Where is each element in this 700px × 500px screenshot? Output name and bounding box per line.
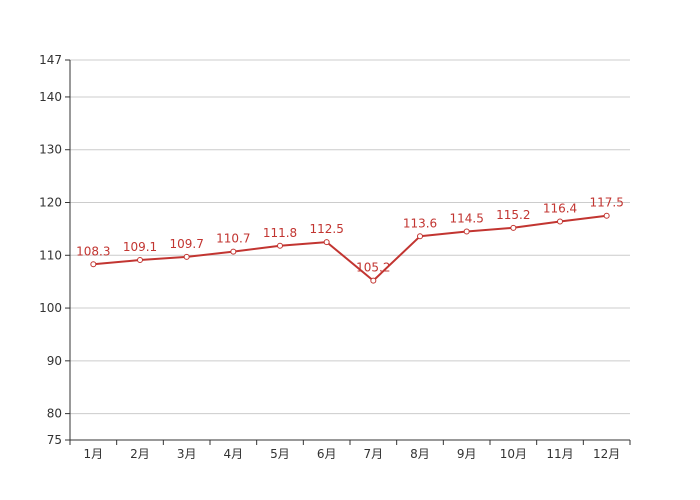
y-tick-label: 80 xyxy=(47,407,62,421)
x-tick-label: 2月 xyxy=(130,447,150,461)
grid-lines xyxy=(70,59,630,415)
series-line xyxy=(93,214,607,282)
y-tick-label: 100 xyxy=(39,301,62,315)
data-point[interactable] xyxy=(323,239,330,246)
data-label: 109.7 xyxy=(169,237,203,251)
x-tick-label: 1月 xyxy=(84,447,104,461)
data-labels: 108.3 109.1 109.7 110.7 111.8 112.5 105.2 113.6… xyxy=(76,196,624,275)
data-point[interactable] xyxy=(463,228,470,235)
x-tick-label: 6月 xyxy=(317,447,337,461)
data-label: 105.2 xyxy=(356,261,390,275)
data-point[interactable] xyxy=(603,212,610,219)
y-tick-label: 75 xyxy=(47,433,62,447)
y-tick-label: 140 xyxy=(39,90,62,104)
data-label: 114.5 xyxy=(449,212,483,226)
x-tick-label: 8月 xyxy=(410,447,430,461)
y-axis: 75 80 90 100 110 120 130 140 147 xyxy=(39,53,71,447)
data-label: 111.8 xyxy=(263,226,297,240)
y-tick-label: 120 xyxy=(39,196,62,210)
x-tick-label: 9月 xyxy=(457,447,477,461)
x-tick-label: 12月 xyxy=(593,447,620,461)
x-tick-label: 3月 xyxy=(177,447,197,461)
data-point[interactable] xyxy=(370,277,377,284)
y-tick-label: 147 xyxy=(39,53,62,67)
y-tick-label: 110 xyxy=(39,248,62,262)
data-point[interactable] xyxy=(557,218,563,225)
data-point[interactable] xyxy=(277,242,283,249)
x-tick-label: 11月 xyxy=(546,447,573,461)
data-point[interactable] xyxy=(137,257,143,264)
data-label: 117.5 xyxy=(589,196,623,210)
x-tick-label: 7月 xyxy=(364,447,384,461)
x-axis: 1月 2月 3月 4月 5月 6月 7月 8月 9月 10月 11月 12月 xyxy=(69,439,631,461)
data-label: 108.3 xyxy=(76,244,110,258)
data-label: 110.7 xyxy=(216,232,250,246)
data-point[interactable] xyxy=(90,261,97,268)
data-point[interactable] xyxy=(183,253,190,260)
data-label: 112.5 xyxy=(309,222,343,236)
y-tick-label: 90 xyxy=(47,354,62,368)
x-tick-label: 10月 xyxy=(500,447,527,461)
data-label: 115.2 xyxy=(496,208,530,222)
data-label: 109.1 xyxy=(123,240,157,254)
data-point[interactable] xyxy=(417,233,423,240)
data-label: 116.4 xyxy=(543,202,577,216)
series-line-group xyxy=(90,212,610,284)
x-tick-label: 4月 xyxy=(224,447,244,461)
data-point[interactable] xyxy=(510,224,517,231)
x-tick-label: 5月 xyxy=(270,447,290,461)
y-tick-label: 130 xyxy=(39,143,62,157)
data-label: 113.6 xyxy=(403,216,437,230)
data-point[interactable] xyxy=(230,248,237,255)
